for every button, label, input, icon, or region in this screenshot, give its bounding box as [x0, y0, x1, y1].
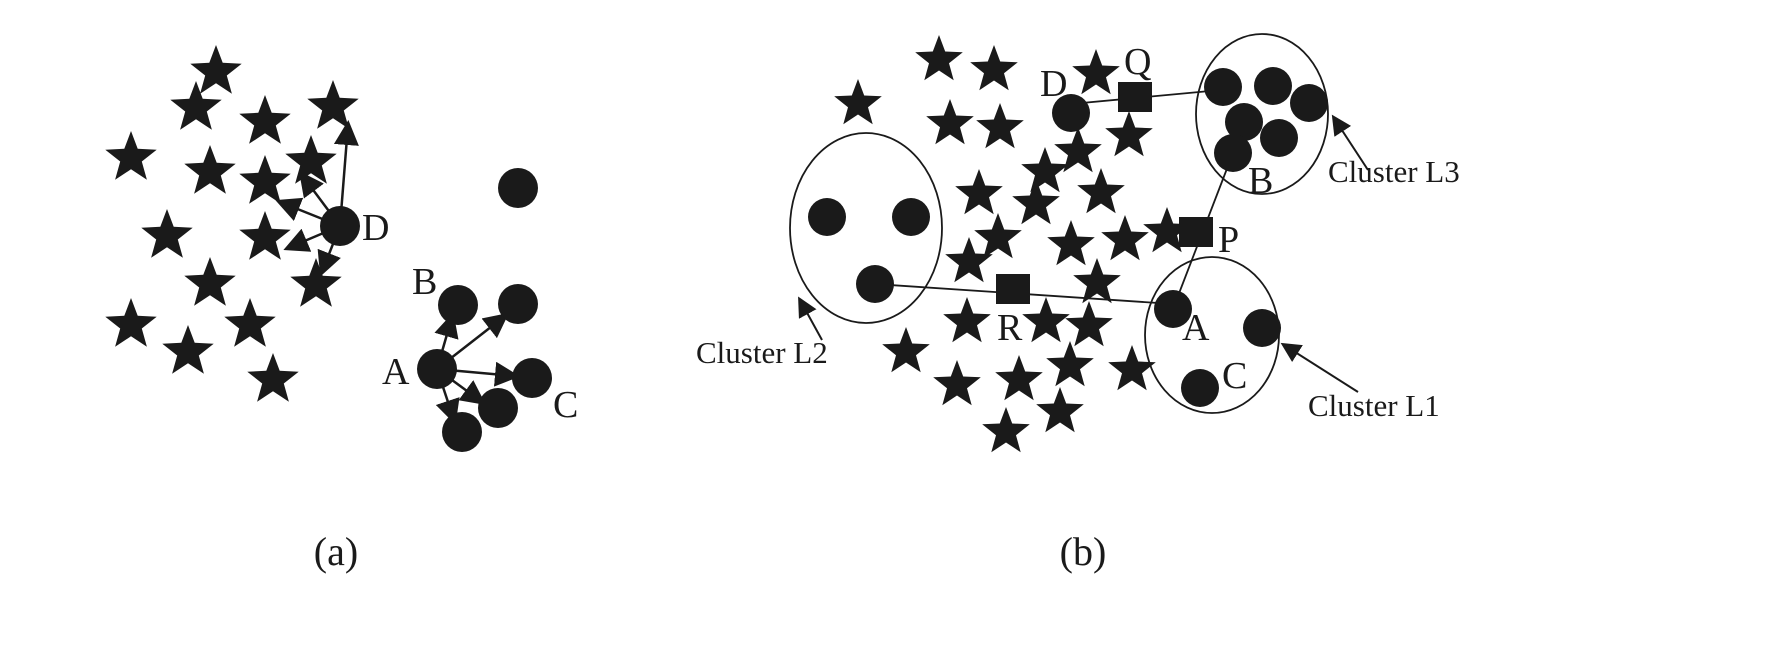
cluster-pointer: [798, 296, 823, 341]
star-point: [307, 80, 359, 129]
star-point: [1065, 301, 1113, 347]
star-point: [945, 237, 993, 283]
star-point: [1054, 127, 1102, 173]
star-point: [1077, 168, 1125, 214]
circle-point: [1225, 103, 1263, 141]
star-point: [170, 81, 222, 130]
star-point: [1105, 111, 1153, 157]
circle-point: [512, 358, 552, 398]
circle-point: [320, 206, 360, 246]
star-point: [1072, 49, 1120, 95]
star-point: [190, 45, 242, 94]
circle-point: [1254, 67, 1292, 105]
circle-point: [438, 285, 478, 325]
star-point: [105, 298, 157, 347]
star-point: [285, 135, 337, 184]
cluster-pointer: [1331, 114, 1369, 171]
square-point: [996, 274, 1030, 304]
circle-point: [1260, 119, 1298, 157]
star-point: [1021, 147, 1069, 193]
star-point: [162, 325, 214, 374]
star-point: [915, 35, 963, 81]
cluster-label-l1: Cluster L1: [1308, 388, 1440, 423]
cluster-pointer-arrows: [798, 114, 1369, 393]
circle-point: [808, 198, 846, 236]
star-point: [184, 257, 236, 306]
star-point: [1022, 297, 1070, 343]
circle-point: [1204, 68, 1242, 106]
star-point: [141, 209, 193, 258]
star-point: [955, 169, 1003, 215]
star-point: [1073, 258, 1121, 304]
circle-point: [1214, 134, 1252, 172]
star-point: [105, 131, 157, 180]
star-point: [1108, 345, 1156, 391]
cluster-label-l3: Cluster L3: [1328, 154, 1460, 189]
cluster-l3-boundary: [1195, 33, 1329, 195]
point-label-d: D: [362, 207, 389, 249]
star-point: [239, 155, 291, 204]
panel-a-circles: [320, 168, 552, 452]
square-point: [1118, 82, 1152, 112]
point-label-a: A: [382, 351, 410, 393]
cluster-pointer: [1280, 342, 1359, 393]
circle-point: [498, 284, 538, 324]
star-point: [834, 79, 882, 125]
point-label-c: C: [553, 384, 578, 426]
panel-b-circles: [808, 67, 1328, 407]
star-point: [974, 213, 1022, 259]
circle-point: [1290, 84, 1328, 122]
circle-point: [498, 168, 538, 208]
star-point: [290, 258, 342, 307]
panel-caption-a: (a): [314, 529, 358, 574]
panel-a-stars: [105, 45, 359, 402]
star-point: [1012, 179, 1060, 225]
star-point: [247, 353, 299, 402]
star-point: [224, 298, 276, 347]
cluster-label-l2: Cluster L2: [696, 335, 828, 370]
square-point: [1179, 217, 1213, 247]
star-point: [1046, 341, 1094, 387]
circle-point: [892, 198, 930, 236]
circle-point: [1154, 290, 1192, 328]
star-point: [239, 211, 291, 260]
point-label-a: A: [1182, 307, 1210, 349]
point-label-p: P: [1218, 219, 1239, 261]
circle-point: [1052, 94, 1090, 132]
star-point: [1036, 387, 1084, 433]
circle-point: [442, 412, 482, 452]
panel-a: D B A C (a): [105, 45, 578, 574]
star-point: [1047, 220, 1095, 266]
circle-point: [1181, 369, 1219, 407]
point-label-r: R: [997, 307, 1023, 349]
panel-b-stars: [834, 35, 1191, 453]
circle-point: [478, 388, 518, 428]
cluster-boundaries: [789, 33, 1329, 414]
circle-point: [417, 349, 457, 389]
point-label-d: D: [1040, 63, 1067, 105]
point-label-b: B: [1248, 160, 1273, 202]
point-label-b: B: [412, 261, 437, 303]
star-point: [976, 103, 1024, 149]
star-point: [943, 297, 991, 343]
point-label-c: C: [1222, 355, 1247, 397]
cluster-l2-boundary: [789, 132, 943, 324]
star-point: [933, 360, 981, 406]
star-point: [995, 355, 1043, 401]
star-point: [970, 45, 1018, 91]
star-point: [184, 145, 236, 194]
circle-point: [1243, 309, 1281, 347]
star-point: [926, 99, 974, 145]
panel-caption-b: (b): [1060, 529, 1107, 574]
panel-b-squares: [996, 82, 1213, 304]
panel-b: D Q B P A C R Cluster L3 Cluster L2 Clus…: [696, 33, 1460, 574]
point-label-q: Q: [1124, 41, 1151, 83]
circle-point: [856, 265, 894, 303]
star-point: [982, 407, 1030, 453]
star-point: [882, 327, 930, 373]
star-point: [1101, 215, 1149, 261]
star-point: [239, 95, 291, 144]
star-point: [1143, 207, 1191, 253]
